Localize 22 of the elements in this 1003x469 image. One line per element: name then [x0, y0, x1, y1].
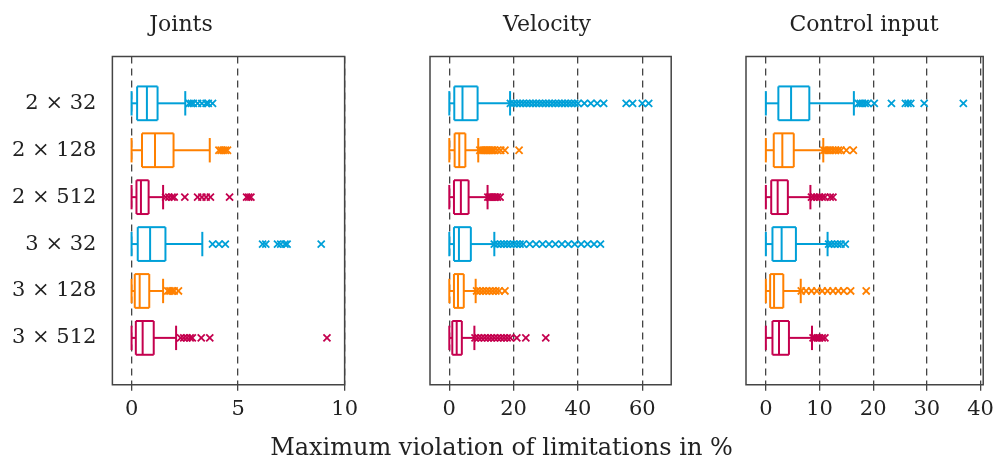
y-tick-label: 3 × 32 [25, 230, 97, 255]
x-tick-label: 10 [331, 395, 359, 420]
x-tick-label: 0 [442, 395, 456, 420]
y-tick-label: 2 × 128 [12, 136, 97, 161]
y-tick-label: 2 × 32 [25, 89, 97, 114]
y-tick-label: 2 × 512 [12, 183, 97, 208]
y-tick-label: 3 × 512 [12, 324, 97, 349]
chart-title: Control input [789, 10, 939, 36]
x-tick-label: 20 [500, 395, 527, 420]
x-tick-label: 5 [231, 395, 245, 420]
chart-title: Joints [147, 10, 213, 36]
x-tick-label: 30 [913, 395, 941, 420]
x-tick-label: 10 [806, 395, 833, 420]
x-tick-label: 0 [759, 395, 773, 420]
x-tick-label: 0 [124, 395, 139, 420]
x-tick-label: 40 [564, 395, 592, 420]
x-tick-label: 60 [628, 395, 656, 420]
y-tick-label: 3 × 128 [12, 277, 97, 302]
chart-title: Velocity [502, 10, 592, 36]
x-tick-label: 40 [967, 395, 994, 420]
x-tick-label: 20 [859, 395, 887, 420]
x-axis-title: Maximum violation of limitations in % [269, 433, 734, 461]
